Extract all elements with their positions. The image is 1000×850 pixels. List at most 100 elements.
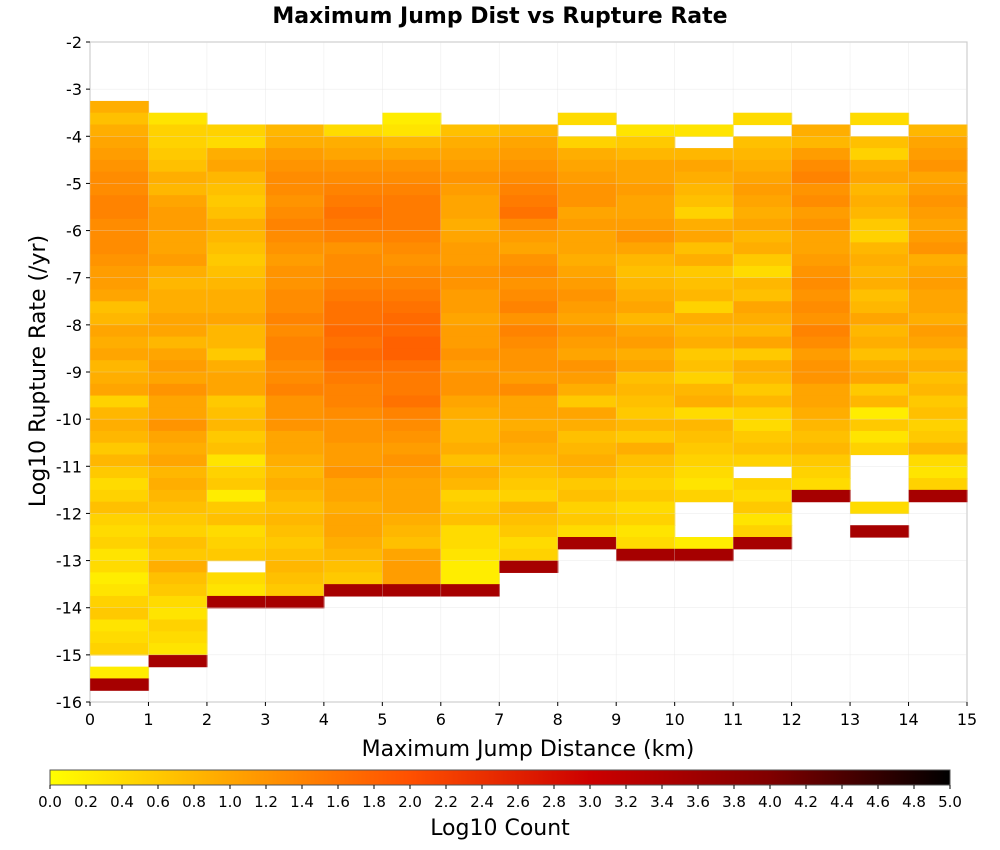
heatmap-cell	[850, 324, 910, 338]
heatmap-cell	[440, 478, 500, 491]
heatmap-cell	[908, 171, 968, 185]
heatmap-cell	[499, 148, 559, 161]
heatmap-cell	[148, 277, 208, 291]
heatmap-cell	[148, 454, 208, 467]
heatmap-cell	[90, 407, 150, 420]
heatmap-cell	[148, 124, 208, 137]
heatmap-cell	[265, 372, 325, 385]
heatmap-cell	[440, 136, 500, 149]
heatmap-cell	[148, 430, 208, 444]
heatmap-cell	[440, 489, 500, 503]
heatmap-cell	[499, 513, 559, 526]
heatmap-cell	[616, 348, 676, 361]
colorbar-tick-label: 0.6	[146, 793, 170, 811]
heatmap-cell	[850, 360, 910, 373]
heatmap-cell	[90, 324, 150, 338]
heatmap-cell	[265, 124, 325, 137]
heatmap-cell	[323, 324, 383, 338]
heatmap-cell	[90, 631, 150, 644]
heatmap-cell	[908, 407, 968, 420]
heatmap-cell	[90, 336, 150, 350]
heatmap-cell	[265, 289, 325, 302]
heatmap-cell	[674, 336, 734, 350]
heatmap-cell	[382, 171, 442, 185]
heatmap-cell	[148, 218, 208, 232]
heatmap-cell	[382, 195, 442, 208]
heatmap-cell	[908, 242, 968, 255]
heatmap-cell	[265, 489, 325, 503]
heatmap-cell	[850, 242, 910, 255]
heatmap-cell	[90, 395, 150, 408]
heatmap-cell	[90, 112, 150, 126]
heatmap-cell	[616, 454, 676, 467]
heatmap-cell	[382, 513, 442, 526]
heatmap-cell	[850, 265, 910, 279]
heatmap-cell	[382, 112, 442, 126]
heatmap-cell	[499, 407, 559, 420]
heatmap-cell	[674, 277, 734, 291]
heatmap-cell	[733, 372, 793, 385]
heatmap-cell	[850, 254, 910, 267]
heatmap-cell	[90, 442, 150, 456]
heatmap-cell	[616, 360, 676, 373]
heatmap-cell	[440, 454, 500, 467]
colorbar-tick-label: 3.4	[650, 793, 674, 811]
heatmap-cell	[148, 595, 208, 609]
heatmap-cell	[499, 525, 559, 538]
heatmap-cell	[90, 419, 150, 432]
heatmap-cell	[382, 348, 442, 361]
x-tick-label: 9	[611, 710, 621, 729]
heatmap-cell	[206, 242, 266, 255]
heatmap-cell	[382, 489, 442, 503]
heatmap-cell	[791, 336, 851, 350]
heatmap-cell	[557, 336, 617, 350]
heatmap-cell	[90, 678, 150, 691]
heatmap-cell	[674, 195, 734, 208]
heatmap-cell	[499, 560, 559, 573]
heatmap-cell	[674, 230, 734, 243]
heatmap-cell	[733, 313, 793, 326]
heatmap-cell	[265, 313, 325, 326]
heatmap-cell	[733, 207, 793, 220]
heatmap-cell	[382, 537, 442, 550]
heatmap-cell	[265, 442, 325, 456]
heatmap-cell	[499, 136, 559, 149]
x-tick-label: 14	[898, 710, 918, 729]
x-tick-label: 0	[85, 710, 95, 729]
heatmap-cell	[499, 537, 559, 550]
heatmap-cell	[323, 454, 383, 467]
heatmap-cell	[90, 372, 150, 385]
heatmap-cell	[265, 324, 325, 338]
heatmap-cell	[206, 171, 266, 185]
heatmap-cell	[733, 360, 793, 373]
colorbar-label: Log10 Count	[430, 816, 570, 841]
heatmap-cell	[440, 466, 500, 479]
heatmap-cell	[557, 395, 617, 408]
heatmap-cell	[616, 395, 676, 408]
heatmap-cell	[440, 324, 500, 338]
heatmap-cell	[616, 254, 676, 267]
heatmap-cell	[206, 548, 266, 562]
colorbar-tick-label: 2.8	[542, 793, 566, 811]
heatmap-cell	[908, 254, 968, 267]
heatmap-cell	[733, 348, 793, 361]
heatmap-cell	[148, 195, 208, 208]
heatmap-cell	[791, 277, 851, 291]
heatmap-cell	[674, 289, 734, 302]
heatmap-cell	[557, 513, 617, 526]
heatmap-cell	[499, 489, 559, 503]
heatmap-cell	[616, 324, 676, 338]
heatmap-cell	[733, 407, 793, 420]
colorbar-tick-label: 0.2	[74, 793, 98, 811]
heatmap-cell	[323, 419, 383, 432]
heatmap-cell	[557, 136, 617, 149]
heatmap-cell	[206, 277, 266, 291]
heatmap-cell	[206, 372, 266, 385]
heatmap-cell	[850, 419, 910, 432]
heatmap-cell	[499, 218, 559, 232]
heatmap-cell	[850, 289, 910, 302]
heatmap-cell	[674, 348, 734, 361]
heatmap-cell	[850, 442, 910, 456]
heatmap-cell	[90, 124, 150, 137]
heatmap-cell	[323, 313, 383, 326]
